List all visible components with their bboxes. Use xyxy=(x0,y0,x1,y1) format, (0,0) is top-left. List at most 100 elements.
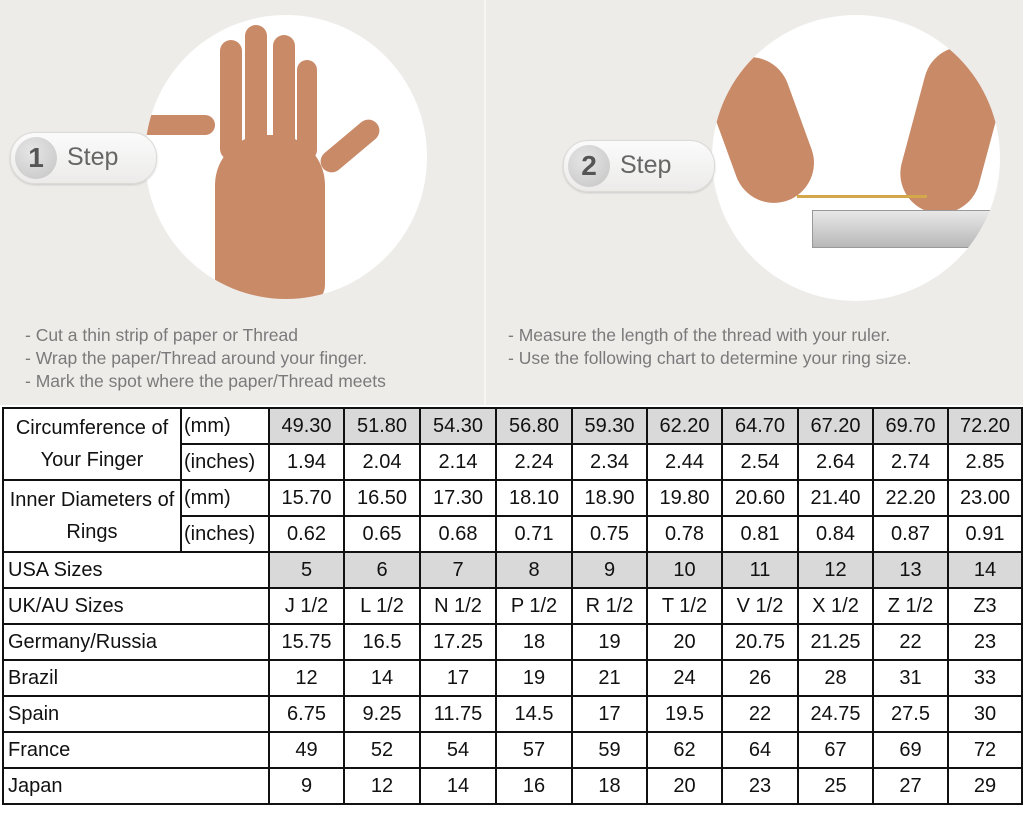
size-value: 2.74 xyxy=(872,443,949,481)
size-value: 9 xyxy=(268,767,345,805)
size-value: 64 xyxy=(721,731,799,769)
unit-label: (mm) xyxy=(180,407,270,445)
row-group-label: Inner Diameters of Rings xyxy=(2,479,182,553)
size-value: 56.80 xyxy=(495,407,573,445)
size-value: 24 xyxy=(646,659,723,697)
size-value: 6 xyxy=(343,551,421,589)
size-value: 10 xyxy=(646,551,723,589)
size-value: 33 xyxy=(947,659,1023,697)
size-value: 2.64 xyxy=(797,443,874,481)
size-value: 15.70 xyxy=(268,479,345,517)
size-value: L 1/2 xyxy=(343,587,421,625)
size-value: 18.10 xyxy=(495,479,573,517)
hand-ring-photo xyxy=(145,15,427,299)
size-value: 69 xyxy=(872,731,949,769)
step-number: 1 xyxy=(15,137,57,179)
size-value: 23.00 xyxy=(947,479,1023,517)
size-value: 2.44 xyxy=(646,443,723,481)
size-value: 22.20 xyxy=(872,479,949,517)
ring-size-chart: Circumference of Your Finger (mm) 49.30 51.… xyxy=(2,407,1023,805)
size-value: 0.71 xyxy=(495,515,573,553)
panel-divider xyxy=(484,0,486,405)
step-1-instructions: - Cut a thin strip of paper or Thread - … xyxy=(25,324,386,393)
size-value: 19.80 xyxy=(646,479,723,517)
unit-label: (inches) xyxy=(180,515,270,553)
size-value: 2.24 xyxy=(495,443,573,481)
size-value: 18.90 xyxy=(571,479,648,517)
size-value: 17.25 xyxy=(419,623,497,661)
size-value: 19.5 xyxy=(646,695,723,733)
size-value: 24.75 xyxy=(797,695,874,733)
size-value: 0.65 xyxy=(343,515,421,553)
size-value: 69.70 xyxy=(872,407,949,445)
size-value: 19 xyxy=(495,659,573,697)
size-value: 2.54 xyxy=(721,443,799,481)
step-label: Step xyxy=(67,143,119,171)
row-label: UK/AU Sizes xyxy=(2,587,270,625)
table-row: (inches) 0.62 0.65 0.68 0.71 0.75 0.78 0.81 0.84… xyxy=(3,515,1023,553)
size-value: 72 xyxy=(947,731,1023,769)
size-value: 20.75 xyxy=(721,623,799,661)
unit-label: (mm) xyxy=(180,479,270,517)
size-value: 0.87 xyxy=(872,515,949,553)
size-value: N 1/2 xyxy=(419,587,497,625)
size-value: 16 xyxy=(495,767,573,805)
size-value: 2.04 xyxy=(343,443,421,481)
size-value: 18 xyxy=(495,623,573,661)
size-value: 28 xyxy=(797,659,874,697)
size-value: 14 xyxy=(419,767,497,805)
size-value: 49 xyxy=(268,731,345,769)
size-value: 12 xyxy=(797,551,874,589)
size-value: 0.75 xyxy=(571,515,648,553)
table-row: Circumference of Your Finger (mm) 49.30 51.… xyxy=(2,407,1023,481)
instruction: - Cut a thin strip of paper or Thread xyxy=(25,325,299,345)
size-value: 67.20 xyxy=(797,407,874,445)
table-row: USA Sizes 5 6 7 8 9 10 11 12 13 14 xyxy=(2,551,1023,589)
size-value: 72.20 xyxy=(947,407,1023,445)
size-value: 13 xyxy=(872,551,949,589)
instruction: - Wrap the paper/Thread around your fing… xyxy=(25,348,368,368)
size-value: 19 xyxy=(571,623,648,661)
size-value: P 1/2 xyxy=(495,587,573,625)
step-2-badge: 2 Step xyxy=(563,140,715,192)
size-value: 17 xyxy=(419,659,497,697)
table-row: Japan 9 12 14 16 18 20 23 25 27 29 xyxy=(2,767,1023,805)
size-value: 14.5 xyxy=(495,695,573,733)
row-label: France xyxy=(2,731,270,769)
size-value: Z 1/2 xyxy=(872,587,949,625)
size-value: 2.85 xyxy=(947,443,1023,481)
size-value: 15.75 xyxy=(268,623,345,661)
step-1-badge: 1 Step xyxy=(10,132,157,184)
table-row: Spain 6.75 9.25 11.75 14.5 17 19.5 22 24.75 27.5 3… xyxy=(2,695,1023,733)
size-value: 31 xyxy=(872,659,949,697)
size-value: 2.14 xyxy=(419,443,497,481)
size-value: R 1/2 xyxy=(571,587,648,625)
step-label: Step xyxy=(620,151,672,179)
size-value: 20.60 xyxy=(721,479,799,517)
table-row: (inches) 1.94 2.04 2.14 2.24 2.34 2.44 2.54 2.64… xyxy=(3,443,1023,481)
size-value: 54.30 xyxy=(419,407,497,445)
size-value: 21.40 xyxy=(797,479,874,517)
table-row: Germany/Russia 15.75 16.5 17.25 18 19 20 20.75 2… xyxy=(2,623,1023,661)
size-value: 27 xyxy=(872,767,949,805)
table-row: France 49 52 54 57 59 62 64 67 69 72 xyxy=(2,731,1023,769)
table-row: Inner Diameters of Rings (mm) 15.70 16.50 17… xyxy=(2,479,1023,553)
size-value: 20 xyxy=(646,623,723,661)
size-value: 9 xyxy=(571,551,648,589)
size-value: 8 xyxy=(495,551,573,589)
size-value: 12 xyxy=(343,767,421,805)
size-value: 0.68 xyxy=(419,515,497,553)
size-value: 23 xyxy=(947,623,1023,661)
size-value: 16.5 xyxy=(343,623,421,661)
size-value: X 1/2 xyxy=(797,587,874,625)
instruction: - Use the following chart to determine y… xyxy=(508,348,912,368)
size-value: J 1/2 xyxy=(268,587,345,625)
row-group-label: Circumference of Your Finger xyxy=(2,407,182,481)
size-value: 2.34 xyxy=(571,443,648,481)
size-value: 62.20 xyxy=(646,407,723,445)
size-value: 12 xyxy=(268,659,345,697)
instruction: - Mark the spot where the paper/Thread m… xyxy=(25,371,386,391)
size-value: 0.91 xyxy=(947,515,1023,553)
thread-ruler-photo xyxy=(712,15,1000,301)
size-value: 59.30 xyxy=(571,407,648,445)
